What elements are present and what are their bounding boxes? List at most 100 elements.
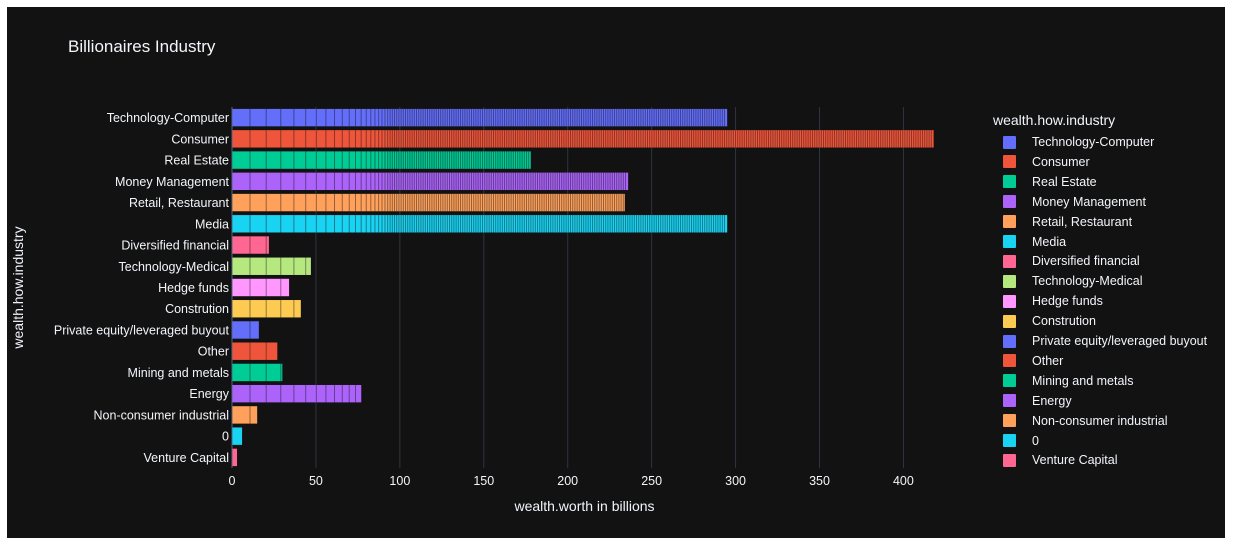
legend-item[interactable]: Media — [1003, 233, 1066, 251]
x-tick-label: 300 — [725, 474, 746, 488]
bar-segments — [249, 236, 267, 254]
y-tick-label: Real Estate — [164, 154, 229, 168]
x-axis-title: wealth.worth in billions — [513, 498, 654, 514]
y-tick-label: Diversified financial — [121, 239, 229, 253]
bar — [232, 384, 362, 403]
legend-item[interactable]: Hedge funds — [1003, 292, 1103, 310]
legend-label: Energy — [1032, 393, 1072, 408]
legend-label: Private equity/leveraged buyout — [1032, 334, 1208, 348]
legend-item[interactable]: Other — [1003, 352, 1063, 370]
x-tick-label: 0 — [229, 474, 236, 488]
legend-item[interactable]: Energy — [1003, 392, 1072, 410]
legend-label: Technology-Computer — [1032, 135, 1155, 149]
legend-item[interactable]: Private equity/leveraged buyout — [1003, 332, 1207, 350]
legend-item[interactable]: 0 — [1003, 432, 1039, 450]
y-tick-label: Energy — [189, 387, 229, 401]
y-tick-label: Mining and metals — [128, 366, 229, 380]
bar-segments — [249, 342, 267, 360]
bar-segments — [249, 215, 726, 233]
bar-segments — [249, 108, 726, 127]
bar-segments — [249, 300, 295, 318]
legend-swatch — [1003, 453, 1016, 467]
x-tick-label: 50 — [309, 474, 323, 488]
legend-swatch — [1003, 135, 1016, 149]
legend-swatch — [1003, 394, 1016, 408]
y-tick-label: Hedge funds — [158, 281, 229, 295]
legend-label: Real Estate — [1032, 174, 1097, 189]
legend-label: Diversified financial — [1032, 254, 1140, 269]
bar — [232, 257, 311, 275]
legend-item[interactable]: Constrution — [1003, 312, 1096, 330]
legend-item[interactable]: Non-consumer industrial — [1003, 412, 1167, 430]
bar — [232, 300, 301, 318]
legend-item[interactable]: Consumer — [1003, 153, 1090, 171]
legend-title: wealth.how.industry — [993, 112, 1116, 128]
legend-item[interactable]: Diversified financial — [1003, 252, 1140, 270]
legend-label: 0 — [1032, 433, 1039, 448]
legend-swatch — [1003, 374, 1016, 388]
y-tick-label: Other — [198, 345, 229, 359]
legend-swatch — [1003, 314, 1016, 328]
legend-swatch — [1003, 274, 1016, 288]
legend-label: Hedge funds — [1032, 294, 1103, 309]
legend-label: Other — [1032, 353, 1064, 368]
bar-segments — [249, 130, 932, 148]
bar-segments — [249, 384, 357, 403]
legend-swatch — [1003, 195, 1016, 209]
legend-item[interactable]: Money Management — [1003, 193, 1146, 211]
bar — [232, 215, 728, 233]
y-tick-label: Technology-Computer — [107, 111, 229, 125]
y-tick-label: Private equity/leveraged buyout — [54, 323, 230, 337]
bar — [232, 406, 258, 424]
legend-swatch — [1003, 294, 1016, 308]
legend-swatch — [1003, 434, 1016, 447]
bar-segments — [249, 172, 627, 191]
legend-swatch — [1003, 414, 1016, 428]
bar — [232, 193, 625, 212]
y-axis-title: wealth.how.industry — [10, 226, 26, 349]
y-tick-label: 0 — [222, 430, 229, 444]
legend-label: Non-consumer industrial — [1032, 413, 1168, 428]
y-tick-label: Non-consumer industrial — [94, 408, 229, 422]
bar-segments — [249, 151, 530, 169]
legend-label: Retail, Restaurant — [1032, 214, 1133, 229]
chart-frame: 0 50 100 150 200 250 300 350 400 Technology-Compu… — [7, 7, 1225, 538]
y-tick-label: Retail, Restaurant — [129, 196, 230, 210]
bar — [232, 172, 629, 191]
legend-label: Constrution — [1032, 314, 1096, 329]
legend-item[interactable]: Venture Capital — [1003, 451, 1117, 469]
y-tick-label: Constrution — [165, 302, 229, 316]
bar — [232, 363, 283, 382]
legend-item[interactable]: Mining and metals — [1003, 372, 1133, 390]
y-tick-label: Technology-Medical — [119, 260, 229, 274]
chart-plot: 0 50 100 150 200 250 300 350 400 Technology-Compu… — [10, 107, 934, 514]
legend-item[interactable]: Real Estate — [1003, 173, 1097, 191]
legend-label: Technology-Medical — [1032, 274, 1143, 289]
bar-segments — [249, 193, 624, 212]
y-tick-label: Consumer — [171, 132, 229, 146]
bar — [232, 278, 290, 297]
bar-segments — [249, 278, 282, 297]
y-tick-label: Venture Capital — [144, 451, 229, 465]
y-tick-label: Media — [195, 217, 229, 231]
x-tick-label: 400 — [893, 474, 914, 488]
chart-title: Billionaires Industry — [68, 37, 216, 56]
x-tick-label: 200 — [557, 474, 578, 488]
legend-label: Mining and metals — [1032, 373, 1134, 388]
legend-swatch — [1003, 254, 1016, 268]
legend-swatch — [1003, 155, 1016, 169]
legend-label: Venture Capital — [1032, 453, 1118, 468]
bar — [232, 427, 243, 445]
legend-swatch — [1003, 235, 1016, 248]
bar — [232, 342, 278, 360]
legend-label: Money Management — [1032, 194, 1146, 209]
bar — [232, 108, 728, 127]
x-tick-label: 100 — [389, 474, 410, 488]
legend-item[interactable]: Retail, Restaurant — [1003, 213, 1132, 231]
bar — [232, 448, 238, 467]
legend-swatch — [1003, 215, 1016, 229]
legend-item[interactable]: Technology-Medical — [1003, 272, 1142, 290]
bar — [232, 151, 531, 169]
legend-item[interactable]: Technology-Computer — [1003, 133, 1154, 151]
bar-segments — [249, 363, 282, 382]
